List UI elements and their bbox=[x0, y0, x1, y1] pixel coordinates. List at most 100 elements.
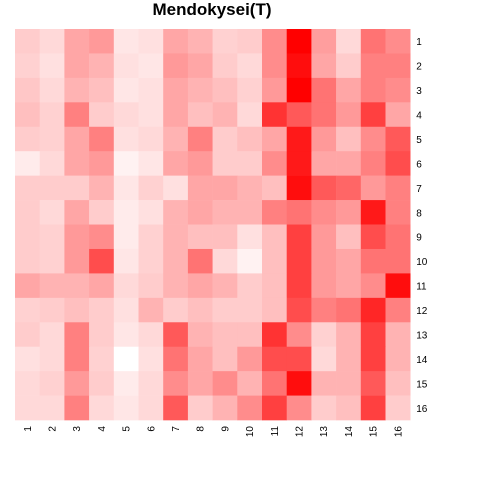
heatmap-cell-r8-c13 bbox=[311, 200, 337, 225]
heatmap-cell-r16-c13 bbox=[311, 395, 337, 421]
heatmap-cell-r3-c7 bbox=[163, 77, 189, 103]
heatmap-cell-r4-c2 bbox=[39, 102, 65, 128]
heatmap-cell-r6-c10 bbox=[237, 151, 263, 176]
heatmap-cell-r3-c10 bbox=[237, 77, 263, 103]
heatmap-cell-r12-c14 bbox=[336, 297, 362, 323]
heatmap-cell-r4-c1 bbox=[15, 102, 40, 128]
heatmap-cell-r5-c7 bbox=[163, 126, 189, 152]
column-label: 7 bbox=[171, 426, 182, 432]
heatmap-cell-r10-c3 bbox=[64, 248, 90, 274]
heatmap-cell-r4-c11 bbox=[262, 102, 287, 128]
heatmap-cell-r10-c8 bbox=[187, 248, 213, 274]
heatmap-cell-r14-c16 bbox=[385, 346, 411, 372]
heatmap-cell-r14-c4 bbox=[89, 346, 115, 372]
heatmap-cell-r11-c15 bbox=[360, 273, 386, 299]
heatmap-cell-r5-c8 bbox=[187, 126, 213, 152]
heatmap-cell-r1-c2 bbox=[39, 29, 65, 54]
heatmap-cell-r3-c9 bbox=[212, 77, 238, 103]
heatmap-cell-r11-c2 bbox=[39, 273, 65, 299]
heatmap-cell-r8-c5 bbox=[113, 200, 139, 225]
row-label: 9 bbox=[416, 233, 422, 244]
heatmap-cell-r12-c2 bbox=[39, 297, 65, 323]
heatmap-cell-r5-c6 bbox=[138, 126, 164, 152]
column-label: 13 bbox=[319, 426, 330, 438]
heatmap-cell-r3-c11 bbox=[262, 77, 287, 103]
heatmap-cell-r4-c16 bbox=[385, 102, 411, 128]
heatmap-cell-r14-c13 bbox=[311, 346, 337, 372]
heatmap-cell-r11-c12 bbox=[286, 273, 312, 299]
heatmap-cell-r7-c1 bbox=[15, 175, 40, 201]
heatmap-cell-r12-c10 bbox=[237, 297, 263, 323]
heatmap-cell-r4-c10 bbox=[237, 102, 263, 128]
heatmap-cell-r9-c15 bbox=[360, 224, 386, 250]
heatmap-cell-r5-c10 bbox=[237, 126, 263, 152]
heatmap-cell-r15-c7 bbox=[163, 371, 189, 396]
heatmap-cell-r6-c2 bbox=[39, 151, 65, 176]
heatmap-cell-r6-c14 bbox=[336, 151, 362, 176]
heatmap-cell-r10-c12 bbox=[286, 248, 312, 274]
row-label: 12 bbox=[416, 306, 428, 317]
column-label: 5 bbox=[122, 426, 133, 432]
heatmap-cell-r8-c7 bbox=[163, 200, 189, 225]
heatmap-cell-r2-c12 bbox=[286, 53, 312, 79]
heatmap-cell-r4-c14 bbox=[336, 102, 362, 128]
column-label: 6 bbox=[146, 426, 157, 432]
heatmap-cell-r10-c14 bbox=[336, 248, 362, 274]
heatmap-cell-r8-c2 bbox=[39, 200, 65, 225]
heatmap-cell-r15-c13 bbox=[311, 371, 337, 396]
heatmap-cell-r12-c6 bbox=[138, 297, 164, 323]
heatmap-cell-r5-c15 bbox=[360, 126, 386, 152]
heatmap-cell-r12-c5 bbox=[113, 297, 139, 323]
heatmap-cell-r16-c5 bbox=[113, 395, 139, 421]
heatmap-cell-r6-c4 bbox=[89, 151, 115, 176]
heatmap-cell-r13-c7 bbox=[163, 322, 189, 348]
heatmap-cell-r13-c5 bbox=[113, 322, 139, 348]
heatmap-cell-r5-c14 bbox=[336, 126, 362, 152]
heatmap-cell-r6-c13 bbox=[311, 151, 337, 176]
heatmap-cell-r2-c5 bbox=[113, 53, 139, 79]
heatmap-cell-r2-c6 bbox=[138, 53, 164, 79]
heatmap-cell-r1-c15 bbox=[360, 29, 386, 54]
heatmap-cell-r16-c3 bbox=[64, 395, 90, 421]
heatmap-cell-r12-c12 bbox=[286, 297, 312, 323]
heatmap-cell-r15-c5 bbox=[113, 371, 139, 396]
heatmap-cell-r4-c7 bbox=[163, 102, 189, 128]
heatmap-cell-r9-c7 bbox=[163, 224, 189, 250]
heatmap-cell-r2-c10 bbox=[237, 53, 263, 79]
heatmap-cell-r6-c8 bbox=[187, 151, 213, 176]
heatmap-cell-r1-c11 bbox=[262, 29, 287, 54]
heatmap-cell-r9-c1 bbox=[15, 224, 40, 250]
heatmap-cell-r12-c1 bbox=[15, 297, 40, 323]
heatmap-cell-r15-c14 bbox=[336, 371, 362, 396]
heatmap-cell-r14-c10 bbox=[237, 346, 263, 372]
heatmap-cell-r8-c15 bbox=[360, 200, 386, 225]
row-label: 14 bbox=[416, 355, 428, 366]
heatmap-cell-r2-c3 bbox=[64, 53, 90, 79]
heatmap-cell-r11-c10 bbox=[237, 273, 263, 299]
heatmap-cell-r5-c5 bbox=[113, 126, 139, 152]
heatmap-cell-r7-c8 bbox=[187, 175, 213, 201]
heatmap-cell-r8-c3 bbox=[64, 200, 90, 225]
column-label: 9 bbox=[220, 426, 231, 432]
heatmap-cell-r9-c14 bbox=[336, 224, 362, 250]
heatmap-cell-r15-c2 bbox=[39, 371, 65, 396]
column-label: 12 bbox=[295, 426, 306, 438]
heatmap-cell-r1-c13 bbox=[311, 29, 337, 54]
heatmap-cell-r11-c16 bbox=[385, 273, 411, 299]
heatmap-cell-r10-c13 bbox=[311, 248, 337, 274]
heatmap-cells bbox=[15, 29, 411, 421]
heatmap-cell-r7-c16 bbox=[385, 175, 411, 201]
heatmap-cell-r16-c4 bbox=[89, 395, 115, 421]
heatmap-cell-r14-c1 bbox=[15, 346, 40, 372]
column-label: 10 bbox=[245, 426, 256, 438]
heatmap-cell-r5-c9 bbox=[212, 126, 238, 152]
heatmap-cell-r7-c14 bbox=[336, 175, 362, 201]
heatmap-cell-r11-c8 bbox=[187, 273, 213, 299]
heatmap-cell-r13-c13 bbox=[311, 322, 337, 348]
heatmap-cell-r12-c8 bbox=[187, 297, 213, 323]
heatmap-cell-r10-c7 bbox=[163, 248, 189, 274]
heatmap-cell-r10-c6 bbox=[138, 248, 164, 274]
heatmap-cell-r11-c7 bbox=[163, 273, 189, 299]
heatmap-cell-r4-c3 bbox=[64, 102, 90, 128]
heatmap-cell-r6-c9 bbox=[212, 151, 238, 176]
